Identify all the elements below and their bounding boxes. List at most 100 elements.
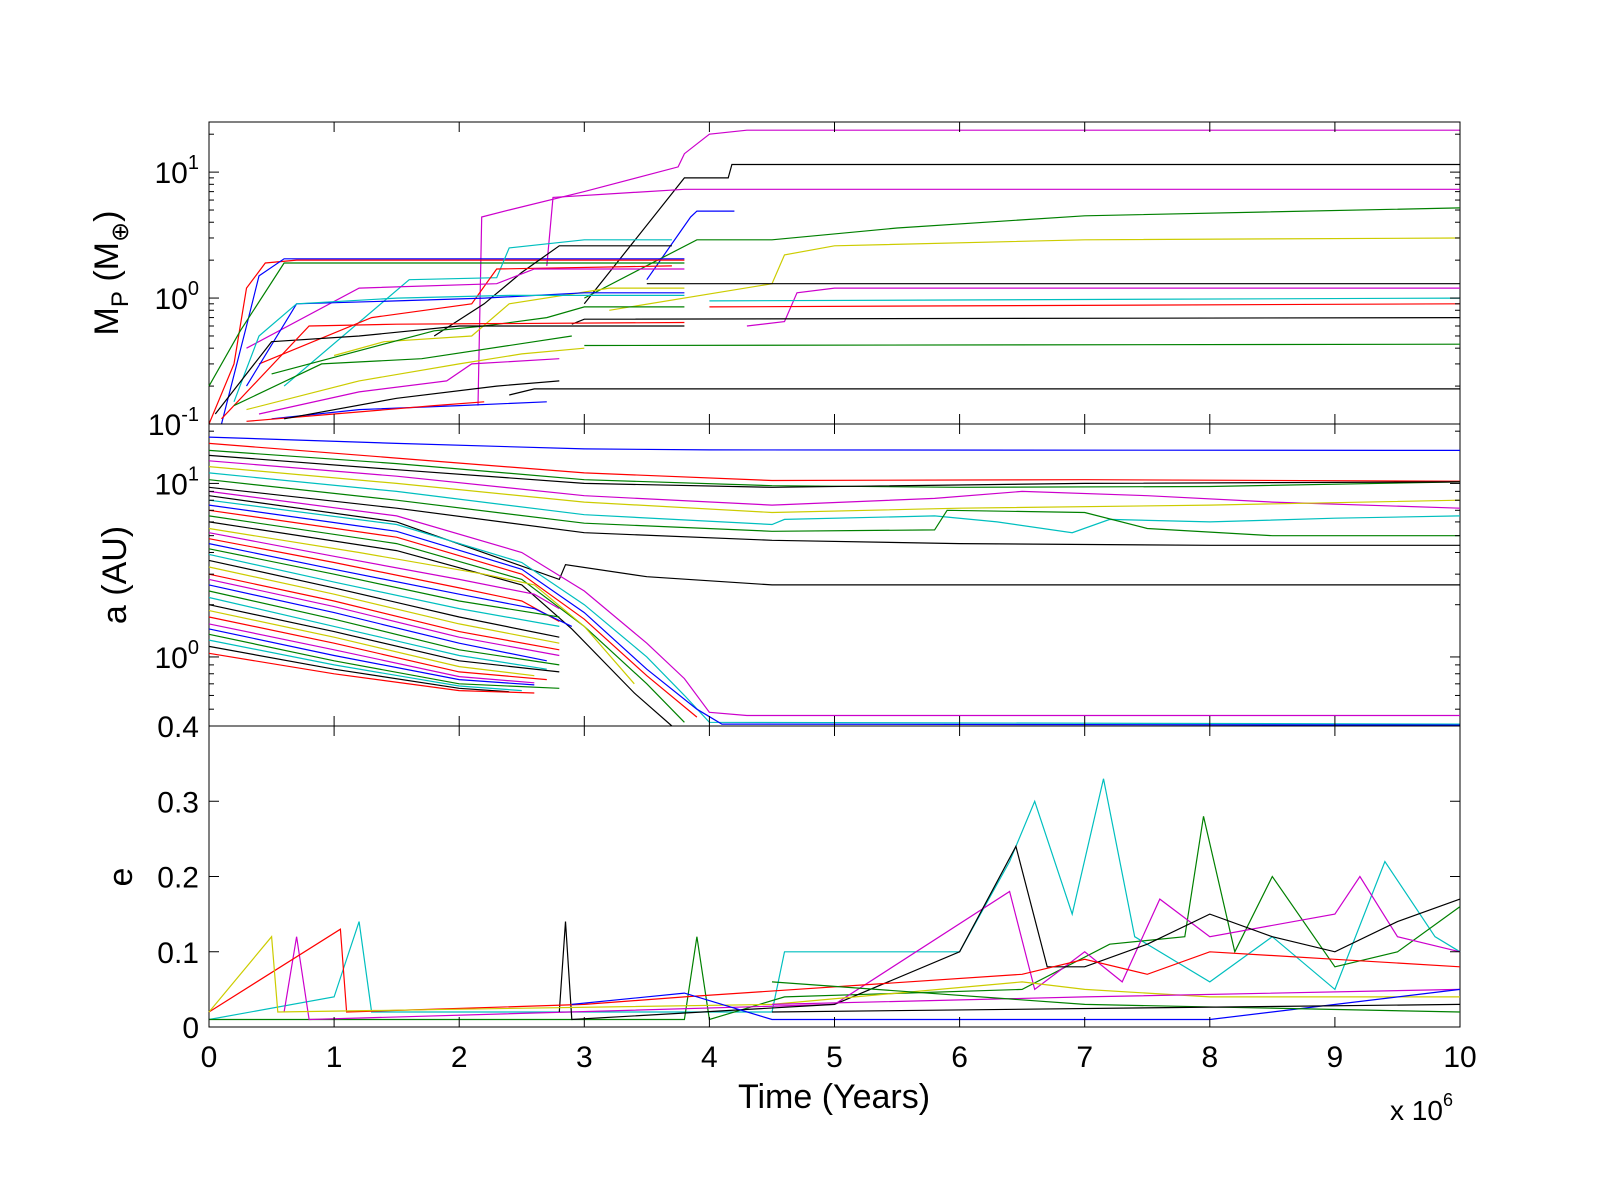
x-axis-label: Time (Years)	[738, 1078, 930, 1116]
panel-middle-series	[208, 436, 1461, 727]
series-line-green-low	[233, 335, 572, 407]
series-line-blue-inner	[208, 504, 1461, 726]
x-tick-label: 8	[1201, 1041, 1218, 1074]
panel-bottom-ticks: 0 0.1 0.2 0.3 0 1 2 3 4 5 6 7 8 9 10	[157, 726, 1477, 1074]
y-tick-label-base: 10	[155, 157, 188, 190]
series-line-green-outer	[208, 449, 1461, 488]
series-line-black-outer	[208, 454, 1461, 488]
y-tick-label: 0.2	[157, 862, 199, 895]
series-line-green-flat	[771, 981, 1461, 1013]
series-line-cyan-1	[709, 297, 1461, 302]
series-line-magenta-mid	[246, 268, 685, 349]
panel-bottom: 0 0.1 0.2 0.3 0 1 2 3 4 5 6 7 8 9 10 e Time (Years) x …	[102, 725, 1477, 1126]
series-line-black-2	[208, 486, 1460, 546]
series-line-blue-c	[208, 543, 573, 627]
series-line-red-outer	[208, 442, 1461, 482]
series-line-magenta-c	[208, 532, 560, 610]
series-line-blue-e	[208, 628, 535, 686]
series-line-red-inner	[208, 509, 698, 718]
x-tick-label: 6	[951, 1041, 968, 1074]
series-line-cyan-inner	[208, 499, 1461, 725]
y-tick-label: 101	[155, 463, 200, 501]
series-line-red-mid	[258, 265, 672, 365]
top-ylabel-unit-close: )	[88, 211, 126, 222]
series-line-blue-d	[208, 584, 547, 662]
panel-bottom-series	[208, 778, 1461, 1021]
y-tick-label-exp: 1	[188, 463, 199, 485]
series-line-black-inner	[208, 521, 673, 727]
panel-top-ylabel: MP (M⊕)	[88, 211, 134, 336]
top-ylabel-unit-open: (M	[88, 242, 126, 291]
series-line-red-early-2	[208, 259, 685, 425]
y-tick-label: 0.3	[157, 786, 199, 819]
series-line-yellow-low	[246, 347, 585, 411]
series-line-magenta-1.2	[746, 287, 1460, 327]
top-ylabel-main: M	[88, 307, 126, 335]
y-tick-label: 100	[155, 637, 200, 675]
top-ylabel-unit-sub: ⊕	[107, 222, 134, 242]
x-scale-base: x 10	[1390, 1095, 1443, 1126]
series-line-green-inner	[208, 515, 685, 723]
series-line-red-e	[208, 616, 547, 681]
series-line-green-c	[208, 548, 560, 618]
series-line-red-e	[208, 928, 1461, 1013]
y-tick-label-base: 10	[155, 468, 188, 501]
series-line-cyan-mid	[283, 239, 672, 387]
series-line-green-e	[209, 816, 1461, 1021]
series-line-yellow-d	[208, 610, 535, 677]
series-line-green-e	[208, 633, 560, 689]
series-line-magenta-inner	[208, 490, 1460, 717]
series-line-green-0.43	[584, 343, 1461, 347]
top-ylabel-sub: P	[107, 291, 134, 307]
series-line-yellow-inner	[208, 527, 635, 685]
top-ylabel-text: MP (M⊕)	[88, 211, 134, 336]
series-line-black-e	[558, 844, 1461, 1021]
series-line-black-3	[208, 495, 1460, 586]
series-line-yellow-mid	[333, 287, 685, 357]
series-line-blue-short	[646, 210, 735, 281]
series-line-red-0.9	[709, 303, 1461, 308]
y-tick-label-exp: 0	[188, 637, 199, 659]
series-line-yellow-e	[208, 935, 1460, 1013]
y-tick-label: 10-1	[148, 404, 199, 442]
series-line-yellow-c	[208, 566, 560, 644]
series-line-yellow-outer	[208, 466, 1461, 514]
y-tick-label-base: 10	[155, 283, 188, 316]
series-line-green-early	[208, 262, 685, 387]
series-line-magenta-e	[283, 875, 1461, 1021]
x-tick-label: 5	[826, 1041, 843, 1074]
x-tick-label: 0	[201, 1041, 218, 1074]
series-line-green-mid	[271, 306, 685, 375]
series-line-green-2	[208, 479, 1460, 537]
y-tick-label: 0.4	[157, 711, 199, 744]
series-line-magenta-d	[208, 578, 560, 657]
series-line-red-f	[208, 652, 535, 694]
series-line-black-mid	[433, 245, 672, 337]
series-line-cyan-early	[233, 294, 685, 403]
y-tick-label-exp: 1	[188, 152, 199, 174]
y-tick-label-exp: -1	[181, 404, 199, 426]
x-tick-label: 2	[451, 1041, 468, 1074]
series-line-blue-outer	[208, 436, 1461, 451]
series-line-red-low	[221, 321, 685, 420]
series-line-magenta-low	[258, 358, 560, 415]
series-line-black-0.7	[571, 317, 1461, 325]
panel-top-frame	[208, 121, 1461, 425]
series-line-cyan-d	[208, 596, 547, 670]
series-line-cyan-c	[208, 553, 560, 627]
x-tick-label: 10	[1443, 1041, 1476, 1074]
y-tick-label-base: 10	[155, 642, 188, 675]
series-line-black-flat	[771, 1003, 1461, 1013]
x-scale-exp: 6	[1443, 1090, 1453, 1110]
series-line-black-vlow	[283, 380, 560, 420]
series-line-black-e	[208, 645, 510, 693]
series-line-magenta-outer	[208, 460, 1461, 509]
bottom-ylabel: e	[102, 868, 140, 887]
x-tick-label: 9	[1327, 1041, 1344, 1074]
y-tick-label: 0	[182, 1012, 199, 1045]
middle-ylabel: a (AU)	[96, 526, 134, 624]
series-line-black-d	[208, 604, 560, 673]
